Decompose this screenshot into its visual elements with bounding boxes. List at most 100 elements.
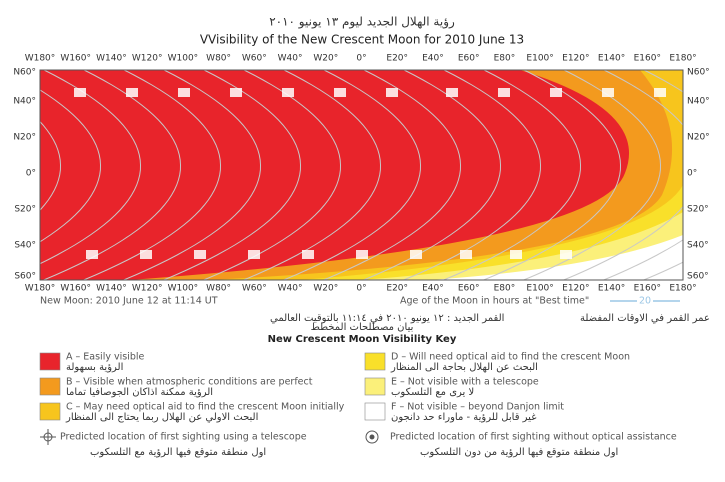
- lon-label-bottom: E120°: [562, 284, 589, 294]
- lon-label-bottom: W180°: [25, 284, 56, 294]
- age-contour: [42, 70, 182, 280]
- naked-eye-symbol: [365, 430, 379, 444]
- key-text: E – Not visible with a telescope: [391, 377, 539, 388]
- lon-label-top: E40°: [422, 54, 444, 64]
- age-label-ar: عمر القمر في الاوقات المفضلة: [580, 313, 710, 324]
- map-frame: [39, 69, 684, 281]
- key-text: B – Visible when atmospheric conditions …: [66, 377, 313, 388]
- key-text-ar: الرؤية بسهولة: [66, 362, 123, 373]
- telescope-symbol: [40, 429, 56, 445]
- lat-label-right: N20°: [687, 133, 710, 143]
- lon-label-bottom: W160°: [60, 284, 91, 294]
- lon-label-bottom: E160°: [634, 284, 661, 294]
- lon-label-bottom: W100°: [168, 284, 199, 294]
- lon-label-bottom: E60°: [458, 284, 480, 294]
- arabic-title: رؤية الهلال الجديد ليوم ١٣ يونيو ٢٠١٠: [269, 15, 455, 30]
- contour-label-box: [194, 250, 206, 259]
- lat-label-right: 0°: [687, 169, 697, 179]
- symbol-text-ar: اول منطقة متوقع فيها الرؤية من دون التلس…: [420, 447, 618, 458]
- lon-label-bottom: E140°: [598, 284, 625, 294]
- symbol-text: Predicted location of first sighting wit…: [390, 432, 677, 443]
- age-contour: [602, 70, 683, 280]
- age-contour: [562, 70, 683, 280]
- lon-label-bottom: E80°: [494, 284, 516, 294]
- contour-label-box: [230, 88, 242, 97]
- contour-label-box: [460, 250, 472, 259]
- lon-label-top: E120°: [562, 54, 589, 64]
- age-contour: [322, 70, 462, 280]
- contour-label-box: [302, 250, 314, 259]
- contour-label-box: [86, 250, 98, 259]
- lon-label-bottom: W20°: [313, 284, 338, 294]
- lon-label-top: W40°: [278, 54, 303, 64]
- lon-label-top: E140°: [598, 54, 625, 64]
- age-contour: [522, 70, 662, 280]
- lat-label-left: S20°: [14, 205, 36, 215]
- key-swatch: [39, 352, 61, 371]
- age-contour: [40, 70, 142, 265]
- age-contour: [482, 70, 622, 280]
- zone-a: [40, 70, 630, 280]
- key-text-ar: غير قابل للرؤية - ماوراء حد دانجون: [391, 412, 536, 423]
- lon-label-top: W140°: [96, 54, 127, 64]
- key-swatch: [364, 402, 386, 421]
- contour-label-box: [140, 250, 152, 259]
- contour-label-box: [248, 250, 260, 259]
- age-contour: [442, 70, 582, 280]
- age-contour: [122, 70, 262, 280]
- lon-label-top: E80°: [494, 54, 516, 64]
- contour-label-box: [282, 88, 294, 97]
- contour-label-box: [178, 88, 190, 97]
- lon-label-top: E100°: [526, 54, 553, 64]
- lon-label-bottom: E20°: [386, 284, 408, 294]
- lon-label-top: E60°: [458, 54, 480, 64]
- lat-label-left: N40°: [13, 97, 36, 107]
- new-moon: New Moon: 2010 June 12 at 11:14 UT: [40, 296, 218, 307]
- lon-label-bottom: E40°: [422, 284, 444, 294]
- lon-label-top: E180°: [669, 54, 696, 64]
- contour-label-box: [510, 250, 522, 259]
- lon-label-bottom: W40°: [278, 284, 303, 294]
- age-contour: [40, 89, 102, 243]
- lon-label-top: W160°: [60, 54, 91, 64]
- contour-label-box: [126, 88, 138, 97]
- contour-label-box: [498, 88, 510, 97]
- key-heading: New Crescent Moon Visibility Key: [268, 334, 457, 345]
- key-text-ar: الرؤية ممكنة اذاكان الجوصافيا تماما: [66, 387, 213, 398]
- lon-label-top: W180°: [25, 54, 56, 64]
- age-contour: [362, 70, 502, 280]
- contour-label-box: [334, 88, 346, 97]
- lon-label-bottom: W140°: [96, 284, 127, 294]
- contour-label-box: [386, 88, 398, 97]
- lat-label-right: S20°: [687, 205, 709, 215]
- lon-label-bottom: W80°: [206, 284, 231, 294]
- key-text-ar: لا يرى مع التلسكوب: [391, 387, 474, 398]
- symbol-text-ar: اول منطقة متوقع فيها الرؤية مع التلسكوب: [90, 447, 266, 458]
- lon-label-top: W80°: [206, 54, 231, 64]
- lon-label-top: E20°: [386, 54, 408, 64]
- contour-label-box: [74, 88, 86, 97]
- lon-label-bottom: E180°: [669, 284, 696, 294]
- contour-label-box: [410, 250, 422, 259]
- lat-label-left: 0°: [26, 169, 36, 179]
- lat-label-right: S60°: [687, 272, 709, 282]
- lon-label-top: E160°: [634, 54, 661, 64]
- key-swatch: [39, 377, 61, 396]
- lon-label-bottom: 0°: [356, 284, 366, 294]
- age-sample: 20: [639, 296, 651, 307]
- contour-label-box: [356, 250, 368, 259]
- lat-label-right: N40°: [687, 97, 710, 107]
- key-text: C – May need optical aid to find the cre…: [66, 402, 345, 413]
- lat-label-left: S60°: [14, 272, 36, 282]
- lat-label-right: S40°: [687, 241, 709, 251]
- contour-label-box: [654, 88, 666, 97]
- key-text-ar: البحث الاولي عن الهلال ربما يحتاج الى ال…: [65, 412, 258, 423]
- age-label: Age of the Moon in hours at "Best time": [400, 296, 589, 307]
- lat-label-left: N20°: [13, 133, 36, 143]
- lat-label-left: N60°: [13, 68, 36, 78]
- age-contour: [202, 70, 342, 280]
- contour-label-box: [602, 88, 614, 97]
- title: VVisibility of the New Crescent Moon for…: [200, 33, 524, 47]
- symbol-text: Predicted location of first sighting usi…: [60, 432, 307, 443]
